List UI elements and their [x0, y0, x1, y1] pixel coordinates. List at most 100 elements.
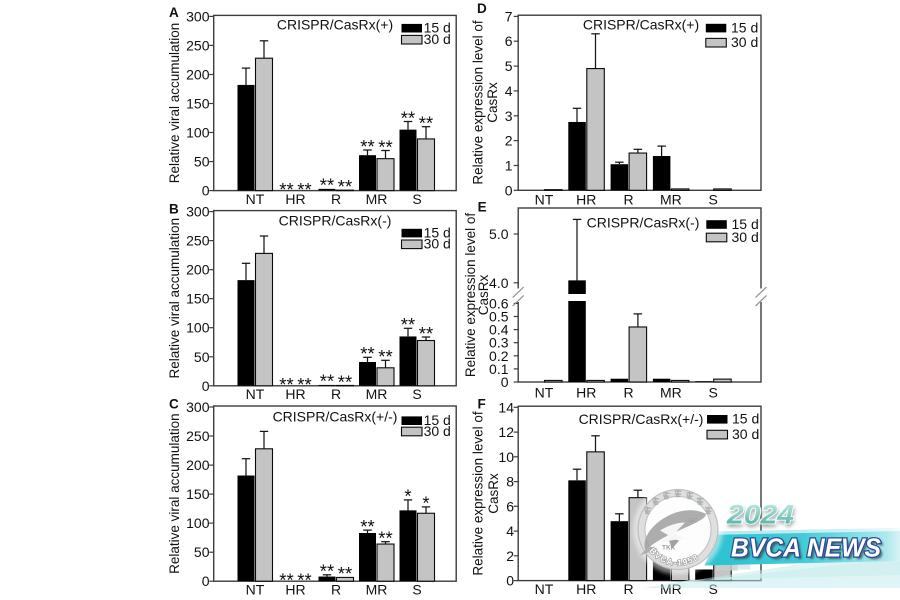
svg-text:0.4: 0.4: [489, 322, 509, 338]
svg-text:5.0: 5.0: [489, 226, 509, 242]
svg-text:**: **: [401, 107, 415, 128]
svg-text:**: **: [279, 179, 293, 200]
svg-text:D: D: [477, 1, 487, 16]
svg-text:0.6: 0.6: [489, 295, 509, 311]
svg-text:S: S: [412, 582, 421, 598]
svg-text:6: 6: [506, 498, 514, 514]
svg-text:NT: NT: [246, 191, 265, 207]
svg-text:GC: GC: [688, 518, 698, 525]
svg-text:**: **: [360, 516, 374, 537]
svg-text:CRISPR/CasRx(+/-): CRISPR/CasRx(+/-): [273, 408, 398, 424]
svg-text:14: 14: [498, 399, 514, 415]
svg-text:BVCA NEWS: BVCA NEWS: [734, 535, 885, 565]
svg-text:0: 0: [501, 374, 509, 390]
svg-text:**: **: [297, 570, 311, 591]
svg-text:CRISPR/CasRx(-): CRISPR/CasRx(-): [587, 215, 700, 231]
svg-text:R: R: [624, 581, 634, 597]
svg-text:100: 100: [186, 515, 210, 531]
svg-text:15 d: 15 d: [424, 412, 451, 428]
svg-text:S: S: [412, 386, 421, 402]
svg-text:Relative viral accumulation: Relative viral accumulation: [167, 413, 182, 574]
svg-text:**: **: [279, 374, 293, 395]
svg-text:*: *: [422, 493, 429, 514]
svg-text:S: S: [709, 191, 718, 207]
svg-text:R: R: [624, 191, 634, 207]
svg-text:0: 0: [506, 573, 514, 589]
svg-text:**: **: [338, 371, 352, 392]
svg-text:4: 4: [505, 83, 513, 99]
svg-text:200: 200: [186, 457, 210, 473]
svg-text:0: 0: [202, 573, 210, 589]
svg-text:**: **: [320, 175, 334, 196]
svg-text:HR: HR: [576, 581, 596, 597]
svg-text:2024: 2024: [726, 500, 794, 530]
svg-text:10: 10: [498, 449, 514, 465]
svg-text:2: 2: [505, 133, 513, 149]
svg-text:300: 300: [186, 8, 210, 24]
svg-text:150: 150: [186, 291, 210, 307]
svg-text:30 d: 30 d: [732, 229, 759, 245]
svg-text:NT: NT: [535, 191, 554, 207]
svg-text:0: 0: [505, 182, 513, 198]
svg-text:100: 100: [186, 320, 210, 336]
svg-text:50: 50: [194, 154, 210, 170]
svg-text:0.2: 0.2: [489, 348, 509, 364]
svg-text:300: 300: [186, 399, 210, 415]
svg-text:**: **: [378, 528, 392, 549]
svg-text:1: 1: [505, 158, 513, 174]
svg-text:300: 300: [186, 204, 210, 220]
svg-text:50: 50: [194, 349, 210, 365]
svg-text:CasRx: CasRx: [476, 275, 491, 316]
svg-text:**: **: [338, 563, 352, 584]
svg-text:**: **: [297, 179, 311, 200]
svg-text:**: **: [297, 374, 311, 395]
svg-text:15 d: 15 d: [424, 225, 451, 241]
svg-text:0: 0: [202, 183, 210, 199]
svg-text:HR: HR: [285, 582, 305, 598]
svg-text:HR: HR: [285, 191, 305, 207]
svg-text:30 d: 30 d: [424, 423, 451, 439]
svg-text:R: R: [331, 582, 341, 598]
svg-text:150: 150: [186, 486, 210, 502]
svg-text:*: *: [404, 486, 411, 507]
svg-text:30 d: 30 d: [731, 34, 758, 50]
svg-text:HR: HR: [576, 191, 596, 207]
svg-text:**: **: [378, 136, 392, 157]
svg-text:MR: MR: [366, 191, 388, 207]
svg-text:200: 200: [186, 67, 210, 83]
svg-text:C: C: [169, 397, 179, 412]
svg-text:**: **: [360, 343, 374, 364]
svg-text:S: S: [709, 384, 718, 400]
svg-text:15 d: 15 d: [732, 411, 759, 427]
svg-text:**: **: [320, 371, 334, 392]
svg-text:250: 250: [186, 233, 210, 249]
svg-text:0.1: 0.1: [489, 361, 509, 377]
svg-text:R: R: [331, 191, 341, 207]
svg-text:2: 2: [506, 548, 514, 564]
svg-text:TKK: TKK: [662, 545, 676, 552]
svg-text:CRISPR/CasRx(+): CRISPR/CasRx(+): [277, 17, 393, 33]
svg-text:100: 100: [186, 125, 210, 141]
svg-text:E: E: [478, 200, 487, 215]
svg-text:4: 4: [506, 523, 514, 539]
svg-text:CRISPR/CasRx(+): CRISPR/CasRx(+): [583, 17, 699, 33]
svg-text:15 d: 15 d: [424, 20, 451, 36]
svg-text:30 d: 30 d: [424, 236, 451, 252]
svg-text:3: 3: [505, 108, 513, 124]
svg-text:MR: MR: [366, 582, 388, 598]
svg-text:CasRx: CasRx: [485, 82, 500, 123]
svg-text:5: 5: [505, 58, 513, 74]
svg-text:CRISPR/CasRx(-): CRISPR/CasRx(-): [279, 213, 392, 229]
svg-text:2024: 2024: [727, 503, 795, 533]
svg-text:HR: HR: [576, 384, 596, 400]
svg-text:CRISPR/CasRx(+/-): CRISPR/CasRx(+/-): [579, 411, 704, 427]
svg-text:12: 12: [498, 424, 514, 440]
svg-text:0.3: 0.3: [489, 335, 509, 351]
svg-text:NT: NT: [246, 386, 265, 402]
svg-text:**: **: [419, 113, 433, 134]
svg-text:Relative expression level of: Relative expression level of: [470, 411, 485, 576]
svg-text:7: 7: [505, 8, 513, 24]
svg-text:R: R: [331, 386, 341, 402]
svg-text:250: 250: [186, 37, 210, 53]
svg-text:MR: MR: [660, 384, 682, 400]
